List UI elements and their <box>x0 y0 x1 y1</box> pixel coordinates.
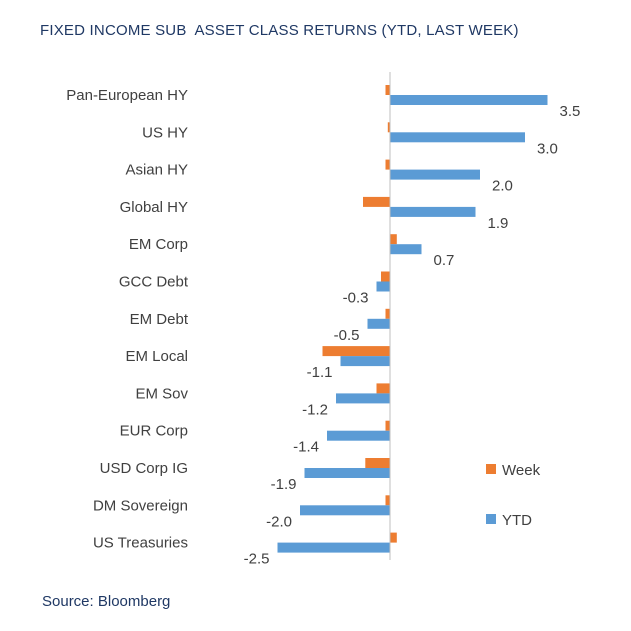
category-label: EM Sov <box>135 385 188 402</box>
ytd-value-label: 1.9 <box>488 215 509 232</box>
legend-swatch-week <box>486 464 496 474</box>
category-label: EUR Corp <box>120 423 188 440</box>
legend: Week YTD <box>486 462 541 529</box>
category-label: DM Sovereign <box>93 497 188 514</box>
ytd-bar <box>376 281 390 292</box>
ytd-bar <box>300 505 390 516</box>
ytd-bar <box>327 430 390 441</box>
ytd-value-label: -1.9 <box>271 476 297 493</box>
week-bar <box>387 122 391 133</box>
category-label: US HY <box>142 124 188 141</box>
week-bar <box>385 420 390 431</box>
ytd-value-label: 3.5 <box>560 103 581 120</box>
ytd-bar <box>390 244 422 255</box>
legend-label-week: Week <box>502 462 541 479</box>
ytd-value-label: -2.0 <box>266 513 292 530</box>
week-bar <box>385 495 390 506</box>
category-label: Global HY <box>120 199 188 216</box>
category-label: Asian HY <box>125 162 188 179</box>
ytd-bar <box>340 356 390 367</box>
week-bar <box>322 346 390 357</box>
week-bar <box>385 308 390 319</box>
ytd-value-label: -1.2 <box>302 401 328 418</box>
ytd-bar <box>336 393 390 404</box>
ytd-bar <box>367 318 390 329</box>
ytd-value-label: -0.3 <box>343 290 369 307</box>
category-label: EM Corp <box>129 236 188 253</box>
ytd-value-label: -2.5 <box>244 551 270 568</box>
week-bar <box>390 532 397 543</box>
ytd-value-label: 2.0 <box>492 178 513 195</box>
ytd-value-label: -1.1 <box>307 364 333 381</box>
category-label: USD Corp IG <box>100 460 188 477</box>
ytd-value-label: -0.5 <box>334 327 360 344</box>
category-label: US Treasuries <box>93 535 188 552</box>
ytd-value-label: 0.7 <box>434 252 455 269</box>
chart-title: FIXED INCOME SUB ASSET CLASS RETURNS (YT… <box>40 22 519 39</box>
week-bar <box>385 159 390 170</box>
week-bar <box>381 271 390 282</box>
ytd-bar <box>390 206 476 217</box>
ytd-value-label: -1.4 <box>293 439 319 456</box>
category-label: EM Local <box>125 348 188 365</box>
chart-source: Source: Bloomberg <box>42 593 171 610</box>
legend-swatch-ytd <box>486 514 496 524</box>
ytd-value-label: 3.0 <box>537 140 558 157</box>
category-label: GCC Debt <box>119 274 189 291</box>
labels-layer: Pan-European HY 3.5 US HY 3.0 Asian HY 2.0 Glo… <box>66 87 580 568</box>
ytd-bar <box>304 468 390 478</box>
week-bar <box>385 85 390 95</box>
legend-label-ytd: YTD <box>502 512 532 529</box>
week-bar <box>363 196 390 207</box>
ytd-bar <box>277 542 390 553</box>
ytd-bar <box>390 95 548 105</box>
ytd-bar <box>390 169 480 180</box>
week-bar <box>376 383 390 394</box>
category-label: EM Debt <box>130 311 189 328</box>
category-label: Pan-European HY <box>66 87 188 104</box>
ytd-bar <box>390 132 525 143</box>
week-bar <box>390 234 397 245</box>
bars-layer <box>277 85 548 553</box>
week-bar <box>365 458 391 468</box>
